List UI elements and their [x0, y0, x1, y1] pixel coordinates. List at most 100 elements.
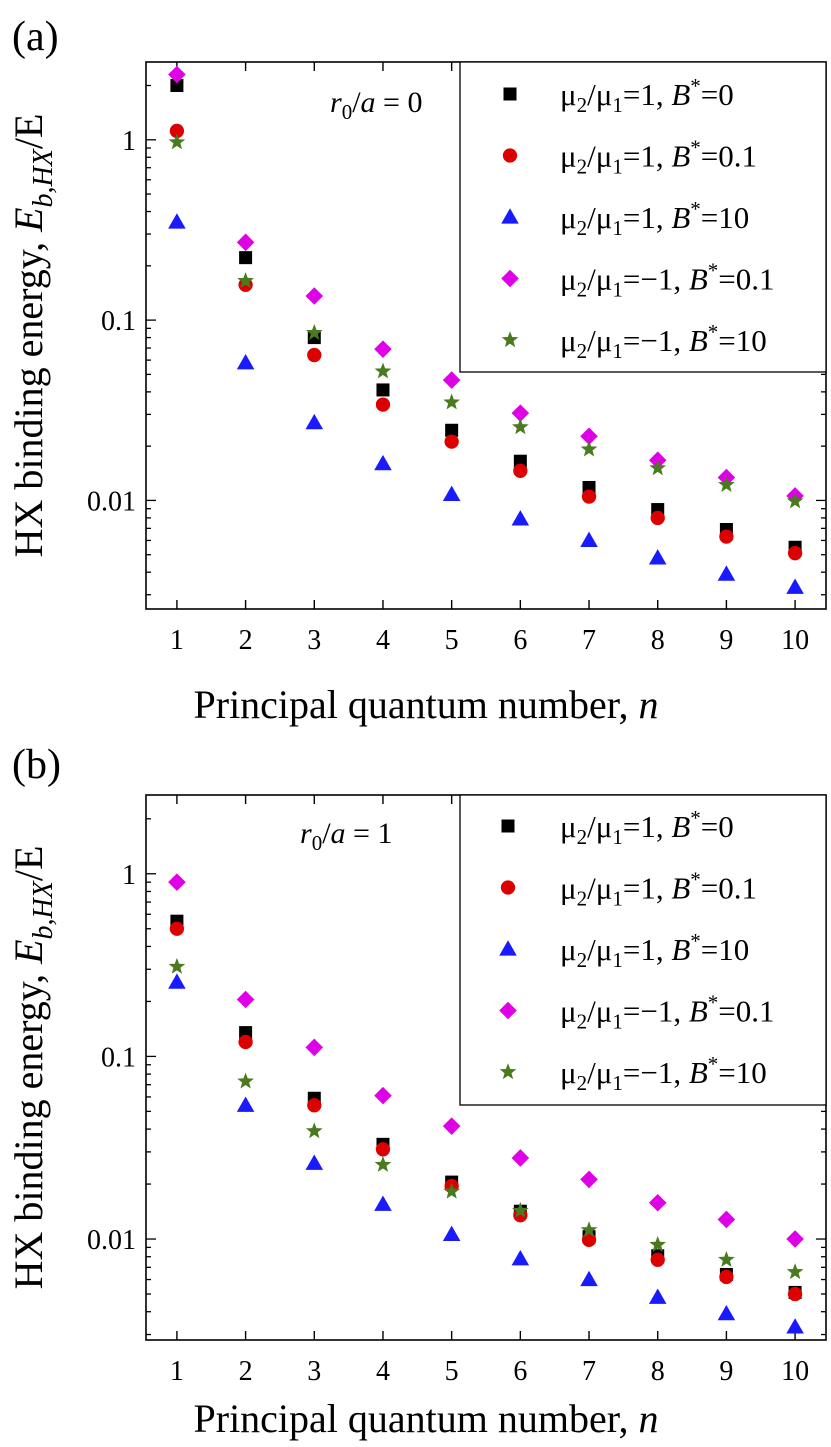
data-point-diamond: [442, 371, 461, 389]
data-point-diamond: [511, 1149, 530, 1167]
data-point-circle: [719, 1269, 734, 1285]
x-tick-label: 2: [239, 625, 253, 656]
data-point-star: [580, 1221, 598, 1238]
legend-marker-star: [501, 331, 519, 348]
x-tick-label: 8: [651, 1356, 665, 1387]
data-point-square: [170, 79, 184, 93]
x-tick-label: 6: [513, 1356, 527, 1387]
data-point-circle: [169, 123, 185, 139]
data-point-triangle: [168, 213, 186, 229]
x-axis-label: Principal quantum number, n: [194, 1396, 659, 1441]
y-tick-label: 0.01: [87, 1225, 136, 1256]
y-tick-label: 0.01: [87, 486, 136, 517]
x-tick-label: 1: [170, 625, 184, 656]
y-tick-label: 1: [122, 860, 136, 891]
x-tick-label: 9: [719, 1356, 733, 1387]
x-tick-label: 3: [307, 1356, 321, 1387]
data-point-diamond: [442, 1117, 461, 1135]
x-tick-label: 7: [582, 1356, 596, 1387]
data-point-square: [239, 251, 253, 265]
data-point-triangle: [442, 1225, 461, 1241]
x-axis-label: Principal quantum number, n: [194, 682, 659, 727]
data-point-square: [376, 383, 390, 397]
data-point-star: [443, 1182, 460, 1199]
data-point-star: [786, 492, 804, 509]
data-point-triangle: [717, 1304, 736, 1321]
data-point-triangle: [374, 454, 392, 471]
data-point-circle: [787, 546, 803, 561]
data-point-circle: [238, 1034, 253, 1050]
x-tick-label: 10: [781, 1356, 809, 1387]
legend-marker-circle: [502, 148, 518, 163]
data-point-star: [305, 324, 323, 340]
data-point-star: [786, 1263, 804, 1280]
legend-entry-label: μ2/μ1=1, B*=0: [560, 806, 734, 849]
data-point-circle: [581, 1232, 597, 1247]
data-point-circle: [513, 463, 528, 478]
y-tick-label: 1: [122, 126, 136, 157]
legend-marker-square: [501, 819, 515, 833]
data-point-star: [443, 393, 460, 410]
chart-panel-b: (b) 1 2 3 4 5 6 7 8 9 10 0.01 0.1 1 Principal quantum …: [6, 742, 827, 1441]
x-tick-label: 4: [376, 1356, 390, 1387]
series-star: [168, 133, 804, 509]
x-tick-label: 5: [445, 625, 459, 656]
data-point-star: [168, 957, 186, 974]
data-point-triangle: [442, 485, 461, 501]
y-axis-label: HX binding energy, Eb,HX/E: [6, 846, 59, 1290]
series-circle: [169, 123, 803, 561]
legend-entry-label: μ2/μ1=1, B*=10: [560, 197, 749, 240]
x-tick-label: 9: [719, 625, 733, 656]
data-point-triangle: [786, 1318, 804, 1334]
x-tick-label: 2: [239, 1356, 253, 1387]
legend: μ2/μ1=1, B*=0 μ2/μ1=1, B*=0.1 μ2/μ1=1, B*=…: [459, 61, 827, 373]
data-point-circle: [650, 510, 665, 526]
legend-entry-label: μ2/μ1=−1, B*=0.1: [560, 991, 775, 1034]
data-point-triangle: [305, 413, 324, 430]
x-tick-label: 3: [307, 625, 321, 656]
data-point-triangle: [236, 1096, 255, 1112]
panel-label: (b): [12, 742, 61, 788]
data-point-square: [445, 423, 459, 437]
data-point-diamond: [648, 1193, 667, 1212]
data-point-star: [512, 1201, 529, 1218]
data-point-star: [305, 1122, 323, 1139]
chart-panel-a: (a) 1 2 3 4 5 6 7 8 9 10 0.01 0.1 1 Principal quantum …: [6, 14, 827, 727]
x-tick-label: 1: [170, 1356, 184, 1387]
data-point-circle: [375, 397, 391, 412]
data-point-triangle: [511, 1249, 530, 1266]
data-point-diamond: [374, 340, 392, 358]
data-point-star: [718, 476, 735, 492]
data-point-triangle: [374, 1195, 392, 1211]
data-point-triangle: [717, 565, 736, 581]
data-point-triangle: [236, 353, 255, 370]
data-point-star: [374, 1156, 392, 1172]
legend-marker-square: [503, 87, 517, 101]
data-point-diamond: [717, 1210, 736, 1229]
data-point-star: [580, 440, 598, 457]
legend-entry-label: μ2/μ1=−1, B*=0.1: [560, 259, 775, 302]
legend-entry-label: μ2/μ1=1, B*=0.1: [560, 136, 757, 179]
x-tick-label: 10: [781, 625, 809, 656]
data-point-triangle: [648, 549, 667, 565]
legend-marker-triangle: [501, 208, 519, 224]
series-star: [168, 957, 804, 1280]
data-point-diamond: [580, 1170, 598, 1189]
data-point-diamond: [786, 1230, 804, 1248]
data-point-diamond: [305, 287, 324, 305]
legend-entry-label: μ2/μ1=1, B*=10: [560, 929, 749, 972]
data-point-circle: [307, 1098, 322, 1113]
legend-box: [459, 61, 827, 373]
data-point-triangle: [648, 1288, 667, 1304]
x-tick-label: 4: [376, 625, 390, 656]
data-point-diamond: [511, 404, 530, 422]
legend-marker-star: [499, 1063, 517, 1080]
legend-box: [459, 794, 827, 1106]
series-triangle: [168, 213, 804, 594]
legend-entry-label: μ2/μ1=−1, B*=10: [560, 1052, 767, 1095]
data-point-circle: [169, 921, 185, 936]
data-point-diamond: [168, 873, 186, 891]
data-point-circle: [307, 347, 322, 363]
x-tick-label: 8: [651, 625, 665, 656]
